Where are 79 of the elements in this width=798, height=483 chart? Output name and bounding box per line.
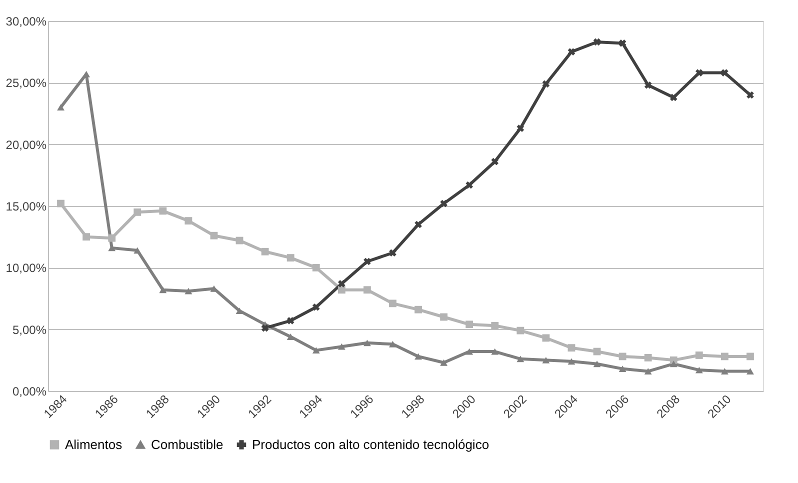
point (338, 286, 346, 294)
point (644, 368, 652, 374)
point (720, 352, 728, 360)
point (618, 366, 626, 372)
point (516, 326, 524, 334)
point (286, 254, 294, 262)
point (746, 368, 754, 374)
point (210, 232, 218, 240)
point (57, 200, 64, 208)
point (312, 303, 320, 311)
point (389, 340, 396, 348)
point (644, 354, 652, 362)
legend-label: Alimentos (65, 436, 123, 452)
point (159, 286, 167, 294)
point (542, 80, 550, 88)
point (414, 306, 422, 314)
point (568, 358, 576, 365)
point (261, 324, 269, 332)
point (542, 334, 550, 342)
point (108, 234, 116, 242)
point (363, 286, 371, 294)
point (440, 359, 448, 366)
point (466, 181, 474, 189)
point (542, 356, 550, 364)
point (593, 38, 601, 46)
point (414, 353, 422, 360)
point (466, 348, 474, 355)
point (721, 69, 728, 76)
point (670, 94, 678, 102)
point (261, 248, 269, 256)
point (670, 360, 678, 368)
y-tick-label: 10,00% (6, 261, 47, 276)
point (312, 347, 320, 354)
point (618, 40, 626, 47)
legend-label: Combustible (151, 436, 224, 452)
point (363, 340, 371, 346)
point (593, 360, 601, 368)
point (746, 352, 754, 360)
point (516, 356, 524, 362)
point (236, 308, 244, 314)
point (286, 317, 294, 324)
point (695, 69, 703, 76)
point (695, 352, 703, 359)
point (491, 322, 499, 330)
point (159, 207, 167, 215)
point (746, 91, 754, 99)
point (364, 258, 371, 266)
point (184, 217, 192, 225)
point (134, 247, 142, 254)
y-tick-label: 0,00% (12, 384, 47, 398)
point (82, 233, 90, 241)
point (57, 104, 64, 111)
point (286, 334, 294, 340)
point (338, 343, 346, 350)
point (695, 366, 703, 374)
point (491, 158, 499, 166)
point (389, 300, 396, 308)
point (440, 313, 448, 321)
point (720, 368, 728, 374)
point (516, 124, 524, 132)
point (644, 81, 652, 89)
point (414, 220, 422, 228)
y-tick-label: 30,00% (6, 14, 47, 28)
legend-label: Productos con alto contenido tecnológico (252, 436, 490, 452)
y-tick-label: 20,00% (6, 138, 47, 152)
point (134, 208, 142, 216)
point (389, 249, 396, 257)
point (618, 352, 626, 360)
point (568, 48, 576, 56)
point (312, 264, 320, 272)
point (184, 288, 192, 294)
y-tick-label: 25,00% (6, 76, 47, 90)
point (440, 200, 448, 208)
point (568, 344, 576, 352)
point (491, 348, 499, 355)
point (466, 320, 474, 328)
y-tick-label: 15,00% (6, 200, 47, 214)
point (338, 280, 346, 288)
y-tick-label: 5,00% (12, 322, 47, 337)
